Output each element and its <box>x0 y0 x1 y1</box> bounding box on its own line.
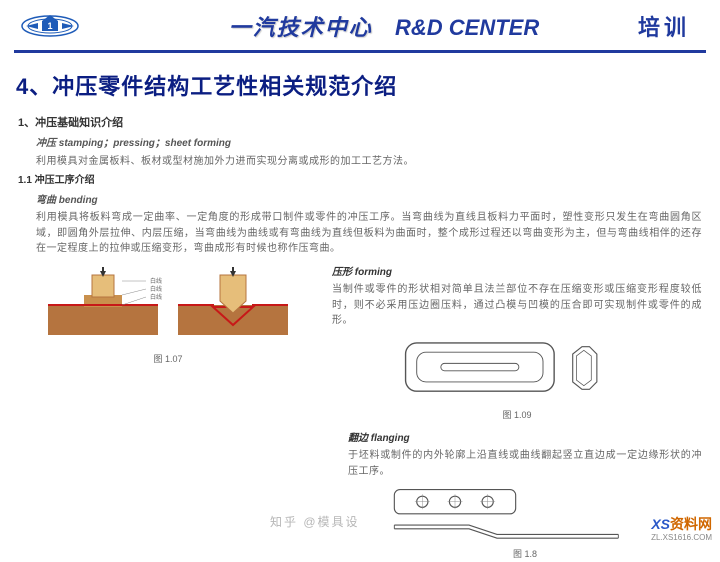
flanging-block: 翻边 flanging 于坯料或制件的内外轮廓上沿直线或曲线翻起竖立直边成一定边… <box>348 431 702 562</box>
header-title-block: 一汽技术中心 R&D CENTER <box>130 10 638 42</box>
figure-1-07: 白线 白线 白线 图 1.07 <box>18 265 318 423</box>
slide-header: 1 一汽技术中心 R&D CENTER 培训 <box>0 0 720 48</box>
header-cn-title: 一汽技术中心 <box>229 15 373 40</box>
header-en-title: R&D CENTER <box>395 15 539 40</box>
stamping-subtitle: 冲压 stamping；pressing；sheet forming <box>36 136 702 152</box>
heading-1-1: 1.1 冲压工序介绍 <box>18 173 702 189</box>
header-divider <box>14 50 706 53</box>
svg-text:白线: 白线 <box>150 285 162 293</box>
forming-block: 压形 forming 当制件或零件的形状相对简单且法兰部位不存在压缩变形或压缩变… <box>318 265 702 423</box>
diagram-row-1: 白线 白线 白线 图 1.07 压形 forming 当制件或零件的形状相对简单… <box>18 265 702 423</box>
stamping-desc: 利用模具对金属板料、板材或型材施加外力进而实现分离或成形的加工工艺方法。 <box>36 154 702 170</box>
heading-1: 1、冲压基础知识介绍 <box>18 115 702 132</box>
figure-1-09: 图 1.09 <box>332 335 702 423</box>
header-training-label: 培训 <box>638 10 690 42</box>
figure-1-07-caption: 图 1.07 <box>18 353 318 367</box>
flanging-desc: 于坯料或制件的内外轮廓上沿直线或曲线翻起竖立直边成一定边缘形状的冲压工序。 <box>348 448 702 479</box>
watermark-xs-sub: ZL.XS1616.COM <box>651 533 712 542</box>
figure-1-8: 图 1.8 <box>348 485 702 561</box>
bending-subtitle: 弯曲 bending <box>36 193 702 209</box>
flanging-title: 翻边 flanging <box>348 431 702 447</box>
section-title: 4、冲压零件结构工艺性相关规范介绍 <box>16 69 720 101</box>
watermark-xs-right: 资料网 <box>670 516 712 532</box>
svg-text:白线: 白线 <box>150 293 162 301</box>
content-body: 1、冲压基础知识介绍 冲压 stamping；pressing；sheet fo… <box>0 115 720 562</box>
figure-1-09-caption: 图 1.09 <box>332 409 702 423</box>
figure-1-8-caption: 图 1.8 <box>348 548 702 562</box>
svg-text:1: 1 <box>47 21 52 31</box>
bending-desc: 利用模具将板料弯成一定曲率、一定角度的形成带口制件或零件的冲压工序。当弯曲线为直… <box>36 210 702 257</box>
watermark-xs-left: XS <box>651 516 670 532</box>
faw-logo-icon: 1 <box>20 11 80 41</box>
watermark-zhihu: 知乎 @模具设 <box>270 513 360 530</box>
watermark-xs: XS资料网 <box>651 514 712 534</box>
forming-title: 压形 forming <box>332 265 702 281</box>
svg-text:白线: 白线 <box>150 277 162 285</box>
forming-desc: 当制件或零件的形状相对简单且法兰部位不存在压缩变形或压缩变形程度较低时，则不必采… <box>332 282 702 329</box>
